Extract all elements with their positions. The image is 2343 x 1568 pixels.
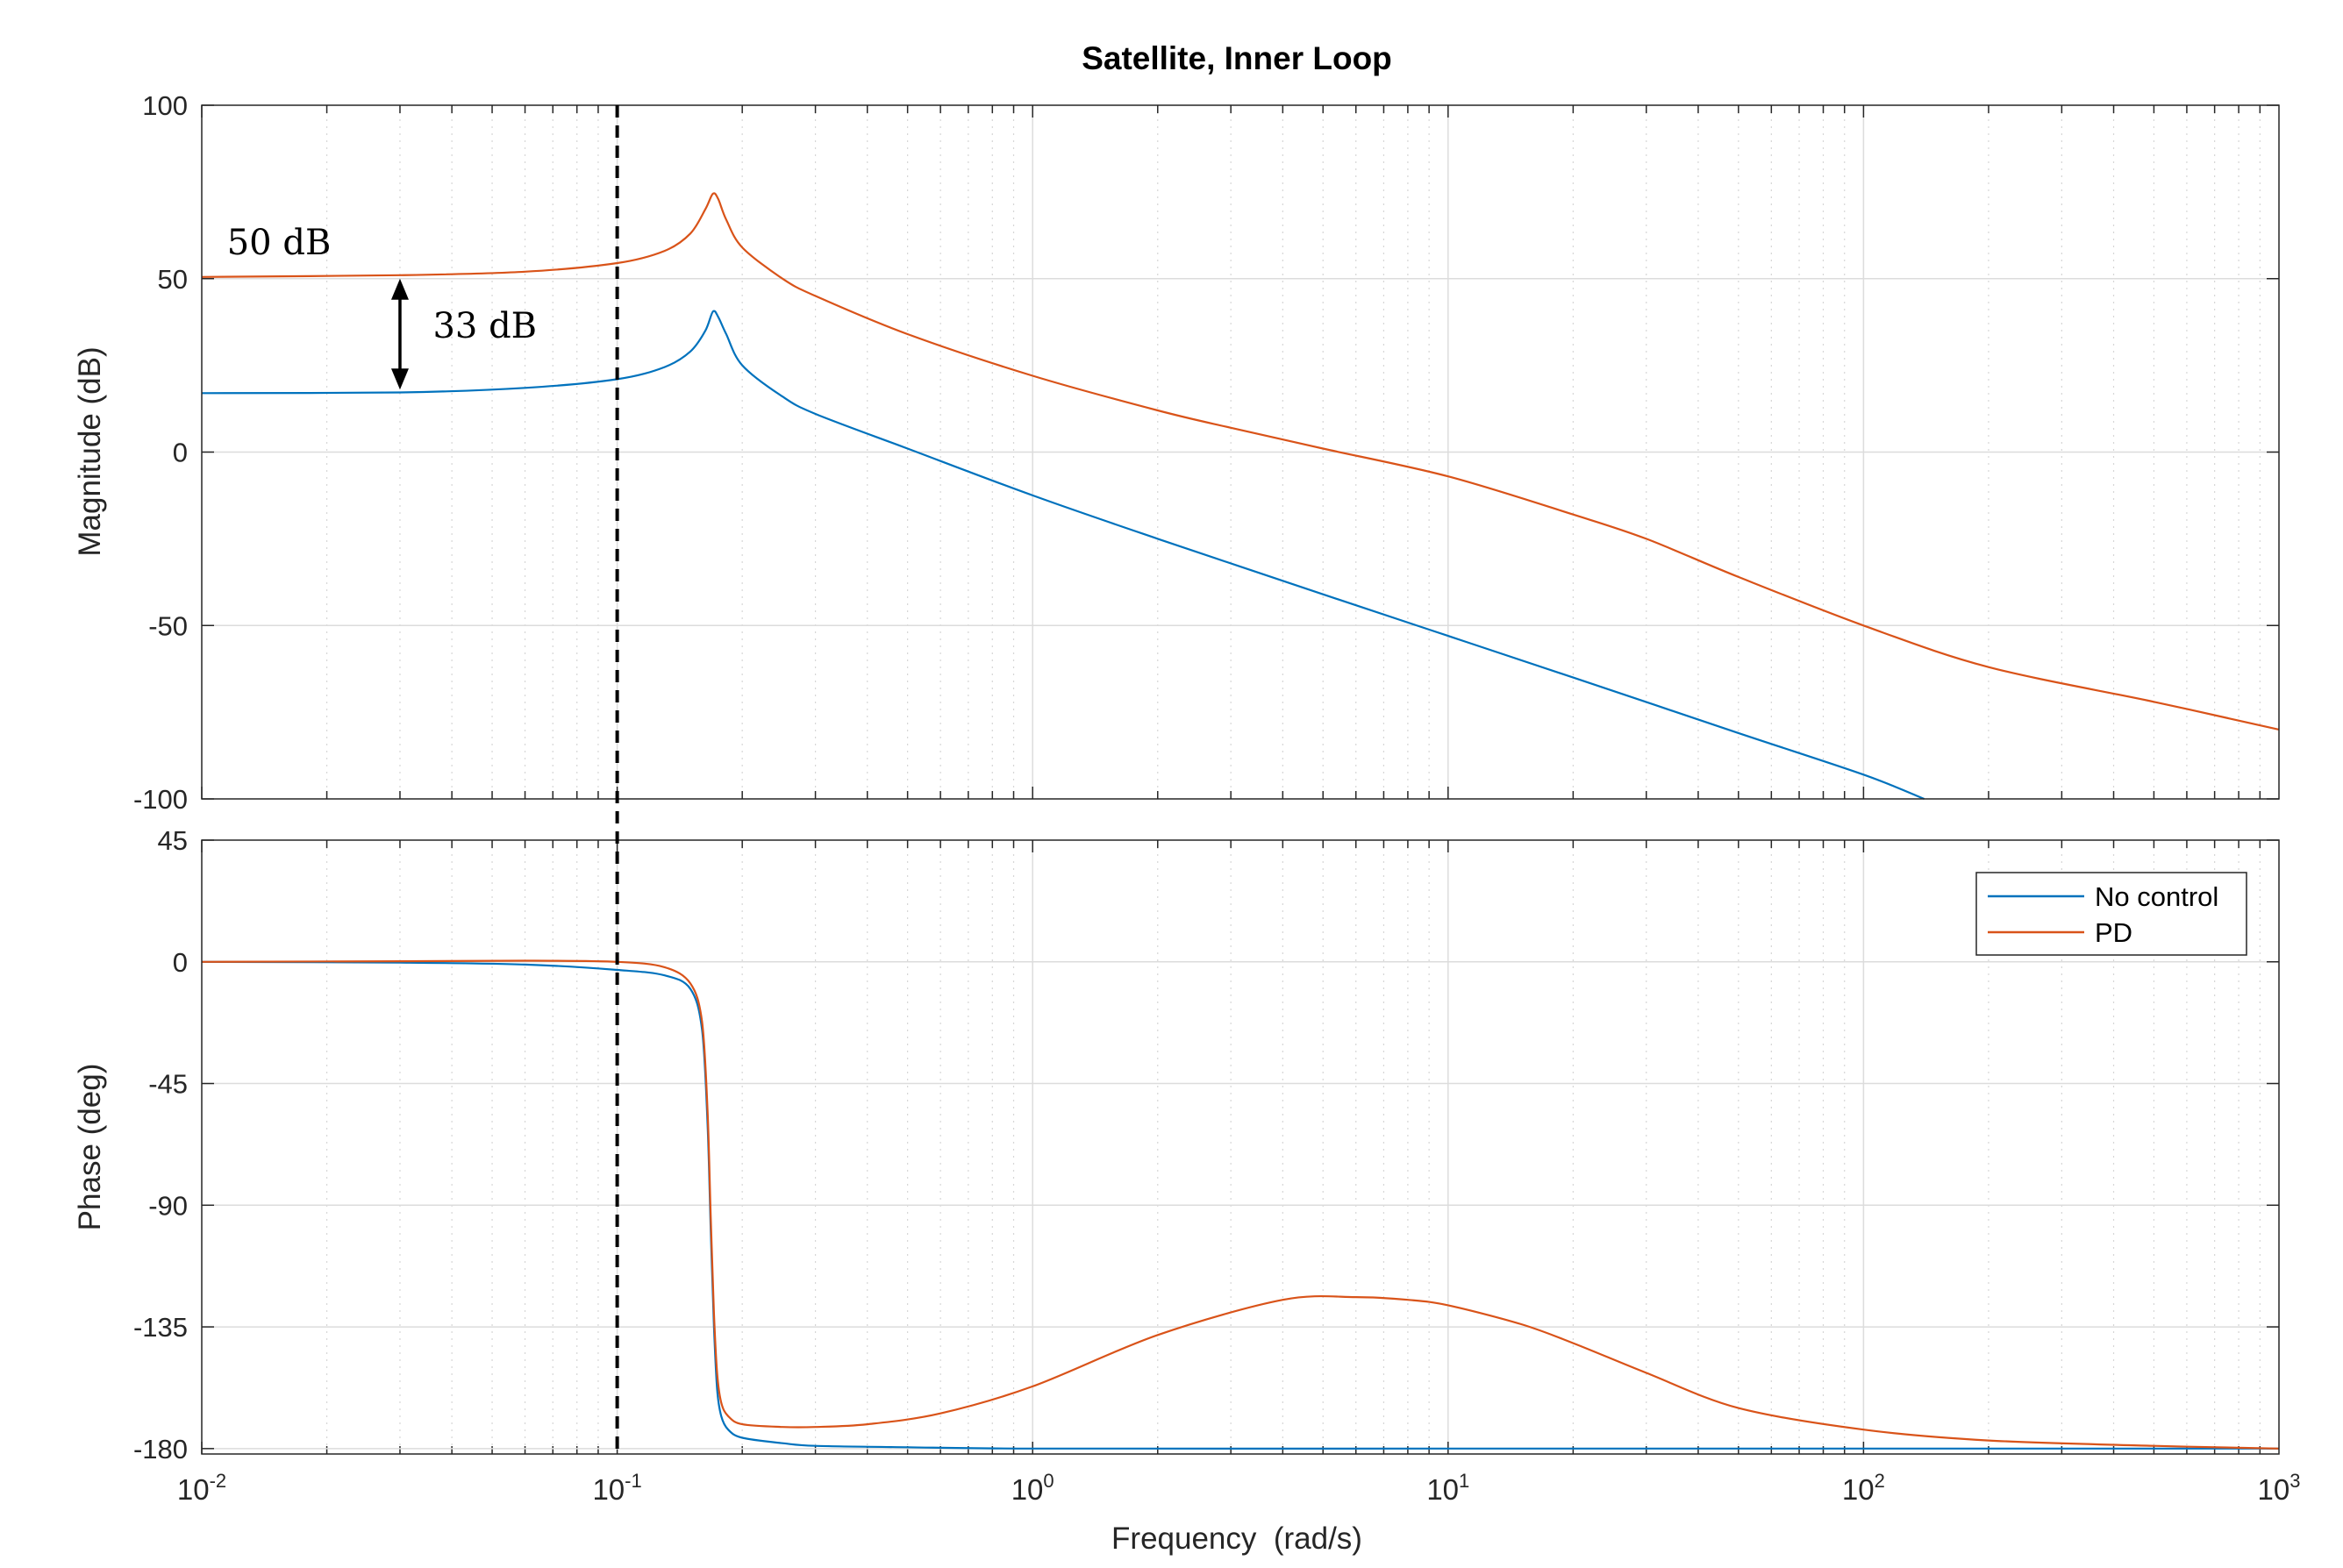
magnitude-ytick-label: 100 — [142, 90, 188, 121]
legend-entry-pd: PD — [2095, 917, 2132, 948]
phase-frame — [201, 839, 2280, 1455]
phase-ytick-label: -90 — [148, 1190, 188, 1221]
annotation-text: 33 dB — [432, 306, 537, 346]
phase-series-pd — [201, 959, 2280, 1450]
x-tick-labels: 10-2 10-1 100 101 102 103 — [177, 1470, 2301, 1506]
x-tick-label: 101 — [1426, 1470, 1469, 1506]
x-axis-label: Frequency (rad/s) — [1111, 1522, 1362, 1556]
x-tick-label: 10-2 — [177, 1470, 226, 1506]
x-tick-label: 100 — [1011, 1470, 1054, 1506]
legend-box — [1975, 872, 2247, 956]
magnitude-series-pd — [201, 192, 2280, 731]
annotation-text: 50 dB — [227, 223, 332, 263]
phase-ylabel: Phase (deg) — [73, 1064, 107, 1231]
phase-ytick-label: -180 — [133, 1434, 188, 1465]
magnitude-ytick-label: 50 — [158, 264, 188, 295]
phase-plot-area — [202, 840, 2279, 1454]
phase-yticks: 45 0 -45 -90 -135 -180 — [133, 825, 188, 1465]
magnitude-ylabel: Magnitude (dB) — [73, 346, 107, 556]
phase-lines — [201, 959, 2280, 1450]
magnitude-yticks: 100 50 0 -50 -100 — [133, 90, 188, 815]
magnitude-frame — [201, 104, 2280, 800]
x-tick-label: 103 — [2258, 1470, 2301, 1506]
magnitude-axes: 50 dB 33 dB 100 50 0 -50 -100 Magnitude (dB) — [73, 90, 2280, 815]
phase-ytick-label: 45 — [158, 825, 188, 856]
phase-axes: 45 0 -45 -90 -135 -180 Phase (deg) No control… — [73, 825, 2280, 1465]
phase-ytick-label: -135 — [133, 1312, 188, 1343]
magnitude-ytick-label: -50 — [148, 610, 188, 641]
phase-ytick-label: 0 — [173, 947, 188, 978]
phase-ytick-label: -45 — [148, 1069, 188, 1100]
annotation-arrowhead-up — [390, 278, 409, 300]
phase-series-no-control — [201, 960, 2279, 1450]
legend-entry-no-control: No control — [2095, 881, 2218, 912]
x-tick-label: 10-1 — [592, 1470, 641, 1506]
magnitude-annotations: 50 dB 33 dB — [227, 223, 537, 390]
annotation-arrowhead-down — [390, 368, 409, 390]
magnitude-ytick-label: 0 — [173, 438, 188, 468]
x-tick-label: 102 — [1842, 1470, 1885, 1506]
chart-title: Satellite, Inner Loop — [1082, 40, 1392, 76]
legend: No control PD — [1975, 872, 2247, 956]
magnitude-ytick-label: -100 — [133, 784, 188, 815]
